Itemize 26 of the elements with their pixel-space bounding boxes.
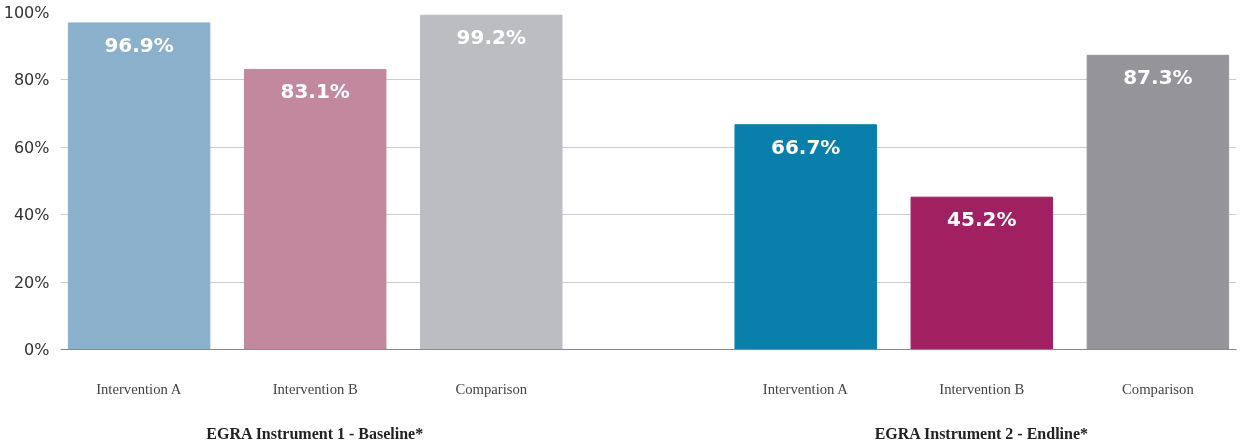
x-tick-label: EGRA Instrument 1 - Baseline*	[206, 424, 424, 442]
text: Comparison	[1122, 380, 1194, 397]
data-label: 66.7%	[771, 134, 841, 159]
bar	[734, 124, 877, 350]
y-tick-label: 60%	[13, 137, 50, 157]
text: Intervention B	[939, 380, 1025, 397]
y-tick-label: 40%	[13, 205, 50, 225]
bar	[910, 196, 1054, 350]
bar	[67, 22, 211, 350]
y-tick-label: 0%	[24, 340, 50, 359]
text: Intervention A	[96, 380, 182, 397]
data-label: 96.9%	[104, 32, 174, 57]
x-tick-label: EGRA Instrument 2 - Endline*	[874, 424, 1089, 442]
data-label: 99.2%	[456, 25, 526, 50]
y-tick-label: 80%	[13, 70, 50, 90]
y-tick-label: 100%	[3, 3, 50, 22]
data-label: 83.1%	[280, 79, 350, 104]
bar	[1086, 54, 1230, 350]
bar	[420, 14, 563, 350]
data-label: 87.3%	[1123, 65, 1193, 90]
text: Comparison	[455, 380, 528, 397]
data-label: 45.2%	[947, 207, 1017, 232]
bar	[243, 68, 387, 350]
y-tick-label: 20%	[13, 272, 50, 292]
text: Intervention A	[762, 380, 848, 397]
text: Intervention B	[272, 380, 358, 397]
